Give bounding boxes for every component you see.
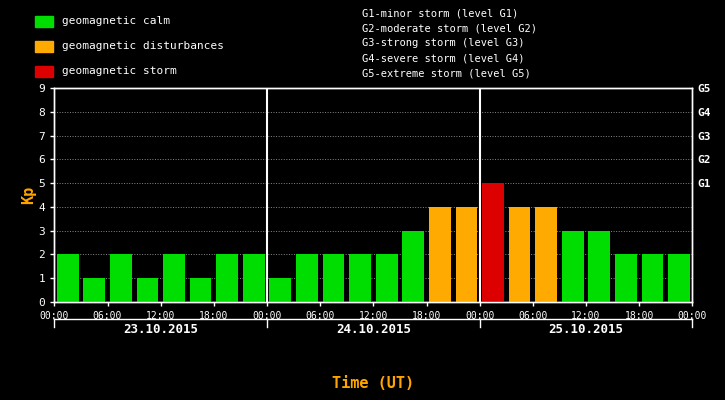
Bar [562, 231, 584, 302]
Text: geomagnetic calm: geomagnetic calm [62, 16, 170, 26]
Bar [163, 254, 185, 302]
Text: G1-minor storm (level G1): G1-minor storm (level G1) [362, 8, 519, 18]
Bar [589, 231, 610, 302]
Bar [455, 207, 477, 302]
Text: 24.10.2015: 24.10.2015 [336, 323, 411, 336]
Bar [402, 231, 424, 302]
Y-axis label: Kp: Kp [21, 186, 36, 204]
FancyBboxPatch shape [35, 66, 53, 77]
Text: G5-extreme storm (level G5): G5-extreme storm (level G5) [362, 69, 531, 79]
Bar [216, 254, 238, 302]
Text: geomagnetic storm: geomagnetic storm [62, 66, 177, 76]
Text: 23.10.2015: 23.10.2015 [123, 323, 198, 336]
Text: Time (UT): Time (UT) [332, 376, 415, 392]
Bar [615, 254, 637, 302]
Text: G2-moderate storm (level G2): G2-moderate storm (level G2) [362, 23, 537, 33]
Text: 25.10.2015: 25.10.2015 [549, 323, 624, 336]
Bar [270, 278, 291, 302]
Bar [136, 278, 158, 302]
Bar [57, 254, 78, 302]
Bar [642, 254, 663, 302]
Bar [349, 254, 371, 302]
FancyBboxPatch shape [35, 41, 53, 52]
Bar [509, 207, 531, 302]
Bar [83, 278, 105, 302]
Bar [110, 254, 132, 302]
Text: G4-severe storm (level G4): G4-severe storm (level G4) [362, 54, 525, 64]
Bar [296, 254, 318, 302]
Bar [190, 278, 212, 302]
Bar [429, 207, 451, 302]
FancyBboxPatch shape [35, 16, 53, 26]
Bar [376, 254, 397, 302]
Text: G3-strong storm (level G3): G3-strong storm (level G3) [362, 38, 525, 48]
Bar [482, 183, 504, 302]
Bar [323, 254, 344, 302]
Bar [243, 254, 265, 302]
Text: geomagnetic disturbances: geomagnetic disturbances [62, 41, 224, 51]
Bar [535, 207, 557, 302]
Bar [668, 254, 690, 302]
